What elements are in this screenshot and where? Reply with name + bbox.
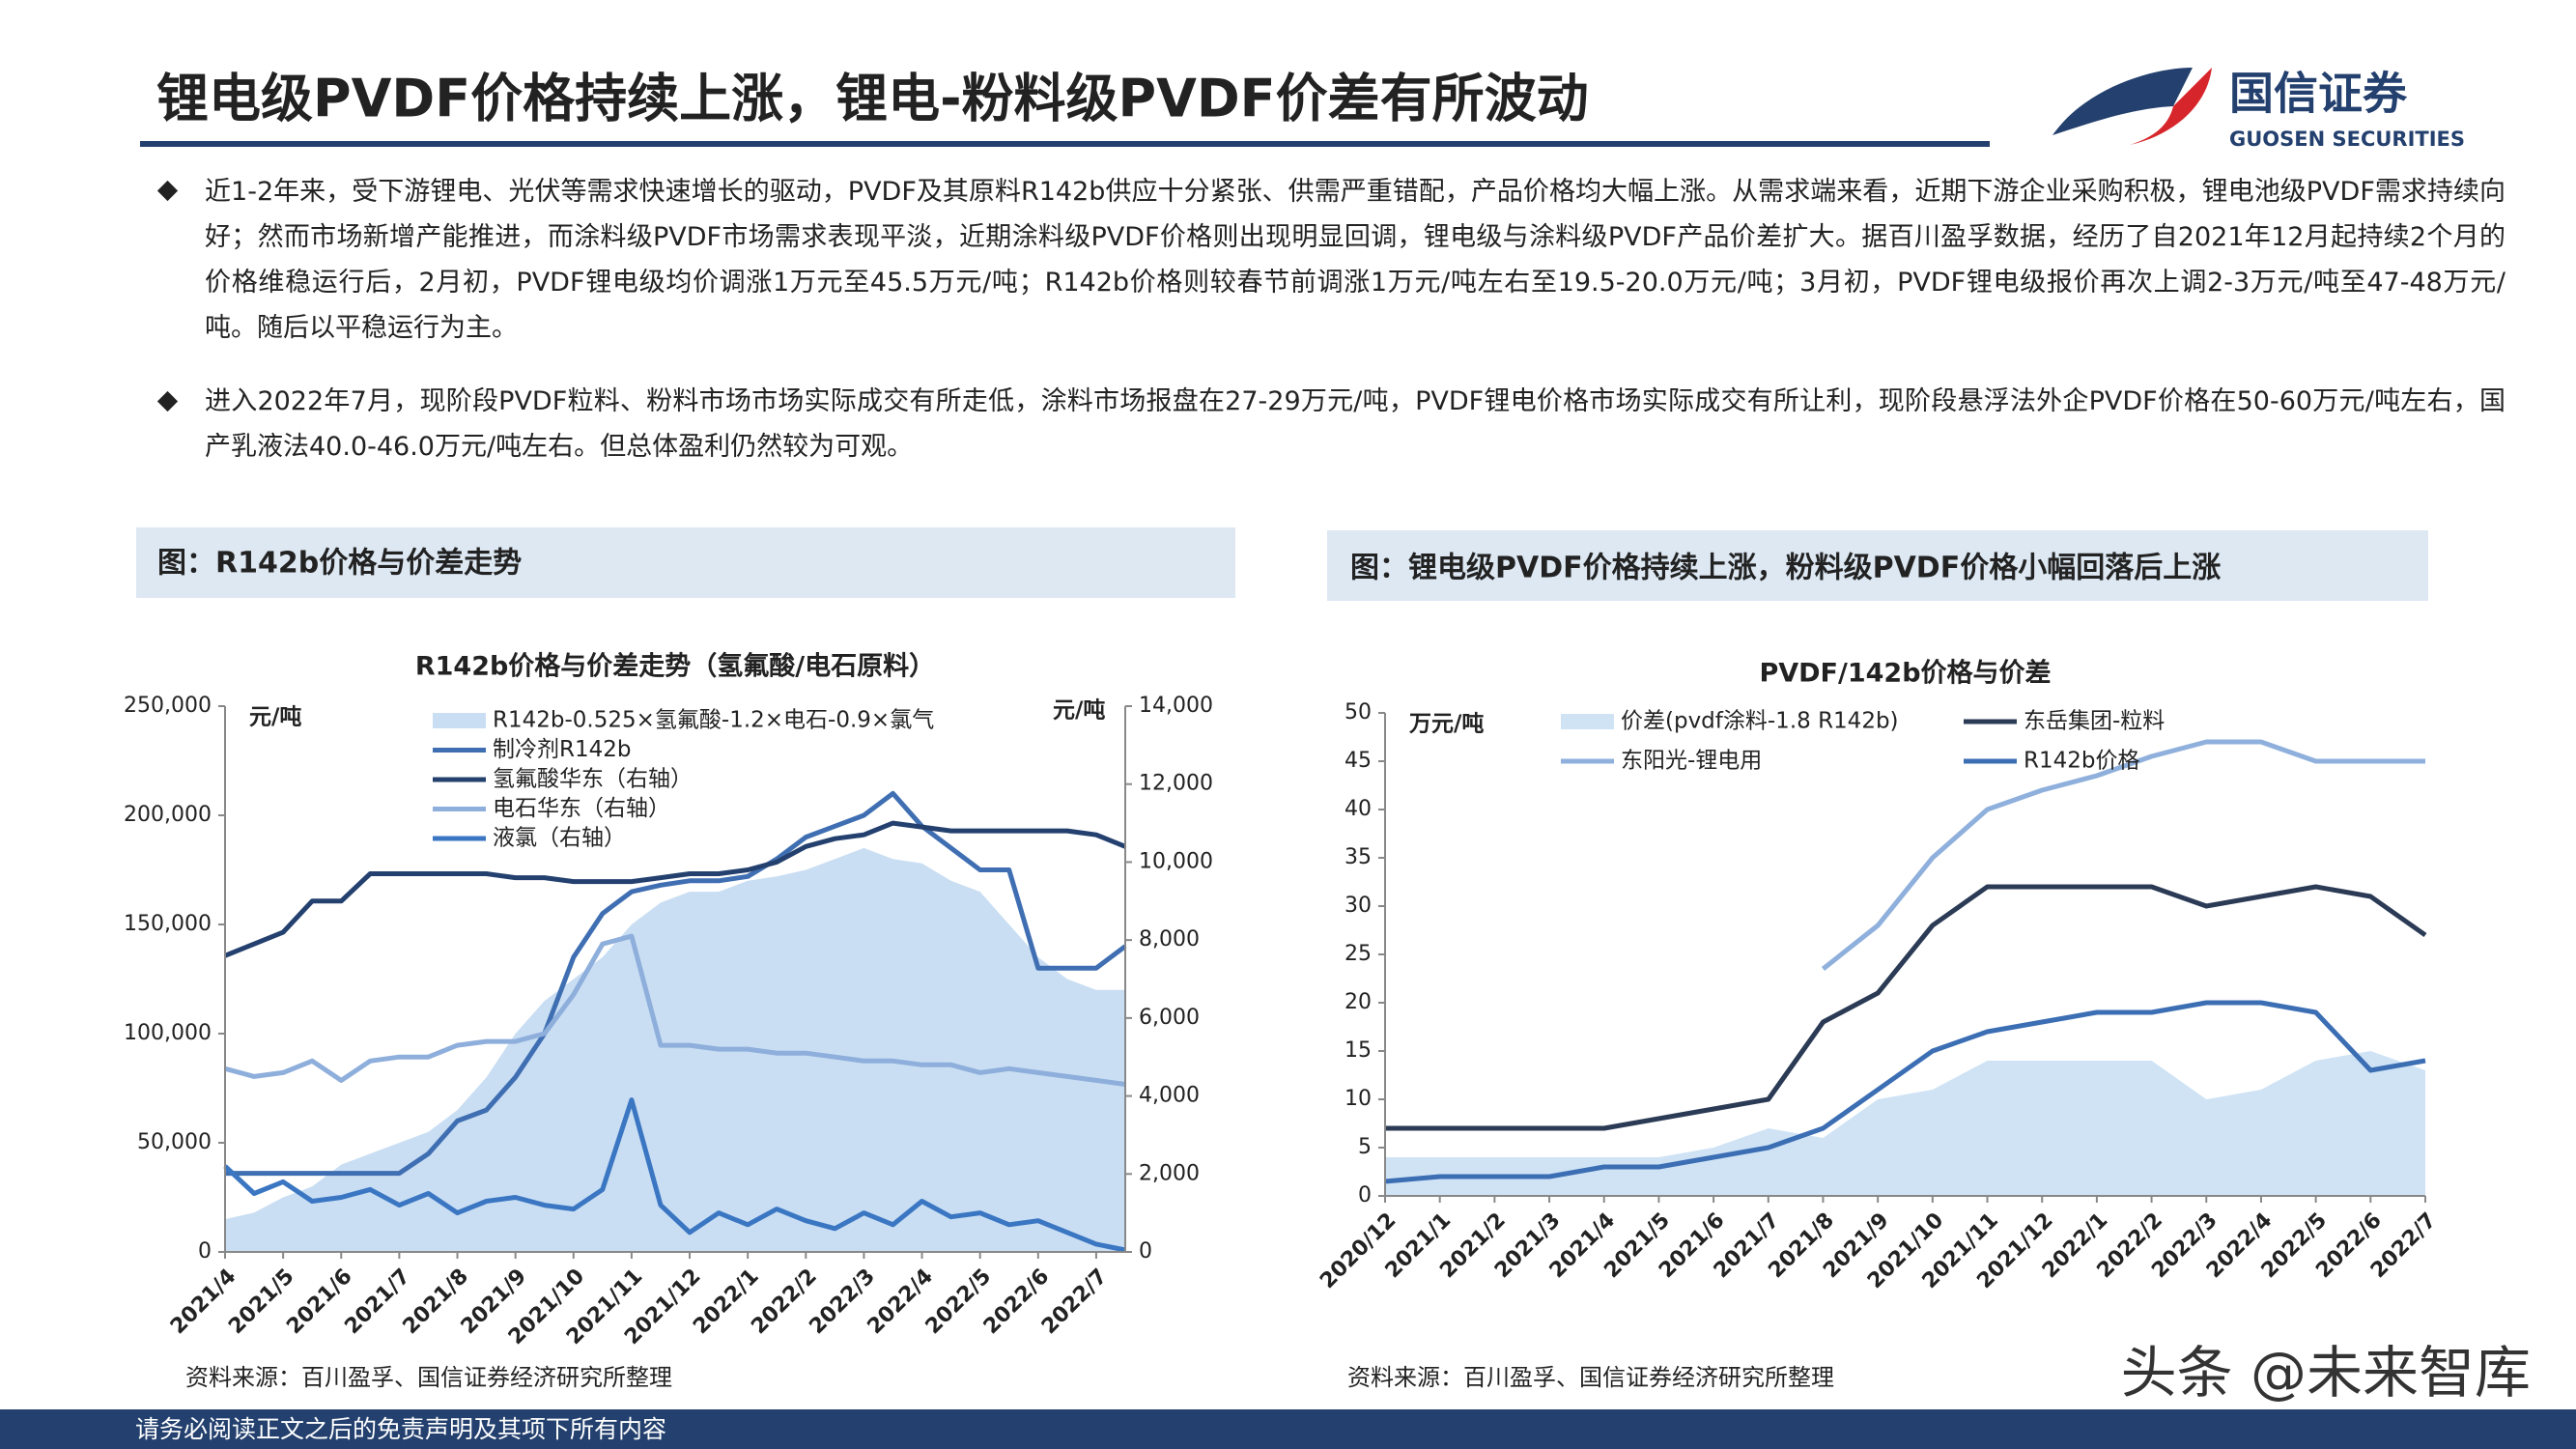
y-tick-label: 20 bbox=[1345, 990, 1372, 1014]
footer-bar bbox=[0, 1409, 2576, 1449]
watermark: 头条 @未来智库 bbox=[2121, 1340, 2531, 1406]
y-tick-label: 250,000 bbox=[124, 694, 212, 718]
y2-tick-label: 6,000 bbox=[1139, 1006, 1200, 1030]
y2-tick-label: 4,000 bbox=[1139, 1084, 1200, 1108]
y2-axis-label: 元/吨 bbox=[1053, 698, 1105, 724]
line bbox=[1384, 1000, 2426, 1184]
y2-tick-label: 14,000 bbox=[1139, 694, 1213, 718]
y-tick-label: 50,000 bbox=[137, 1130, 212, 1154]
legend-label: 东岳集团-粒料 bbox=[2024, 709, 2165, 734]
y2-tick-label: 0 bbox=[1139, 1239, 1152, 1264]
y2-tick-label: 2,000 bbox=[1139, 1161, 1200, 1185]
page-title: 锂电级PVDF价格持续上涨，锂电-粉料级PVDF价差有所波动 bbox=[156, 69, 1589, 129]
y-tick-label: 5 bbox=[1358, 1135, 1372, 1159]
logo-en: GUOSEN SECURITIES bbox=[2229, 128, 2465, 151]
area bbox=[1385, 1051, 2425, 1196]
y-tick-label: 45 bbox=[1345, 749, 1372, 773]
title-underline bbox=[140, 141, 1990, 147]
figure-source: 资料来源：百川盈孚、国信证券经济研究所整理 bbox=[185, 1364, 672, 1391]
figure-source: 资料来源：百川盈孚、国信证券经济研究所整理 bbox=[1347, 1364, 1834, 1391]
legend-label: 电石华东（右轴） bbox=[493, 796, 670, 821]
caption-box bbox=[136, 527, 1235, 598]
legend-swatch bbox=[1561, 714, 1614, 729]
line bbox=[223, 1097, 1126, 1253]
y-tick-label: 150,000 bbox=[124, 912, 212, 936]
y-tick-label: 0 bbox=[198, 1239, 212, 1264]
legend-label: 制冷剂R142b bbox=[493, 737, 631, 762]
line bbox=[225, 790, 1127, 1177]
chart-title: R142b价格与价差走势（氢氟酸/电石原料） bbox=[415, 651, 935, 682]
y-tick-label: 40 bbox=[1345, 797, 1372, 821]
y-axis-label: 元/吨 bbox=[249, 705, 301, 730]
legend-label: R142b-0.525×氢氟酸-1.2×电石-0.9×氯气 bbox=[493, 708, 934, 733]
y2-tick-label: 10,000 bbox=[1139, 849, 1213, 873]
figure-caption: 图：R142b价格与价差走势 bbox=[157, 547, 522, 581]
legend-label: 氢氟酸华东（右轴） bbox=[493, 767, 693, 792]
line bbox=[224, 933, 1126, 1087]
y-tick-label: 0 bbox=[1358, 1183, 1372, 1208]
y-tick-label: 200,000 bbox=[124, 803, 212, 827]
y-tick-label: 25 bbox=[1345, 942, 1372, 966]
y-tick-label: 50 bbox=[1345, 700, 1372, 724]
bullet-text: 近1-2年来，受下游锂电、光伏等需求快速增长的驱动，PVDF及其原料R142b供… bbox=[205, 177, 2505, 343]
bullet-text: 进入2022年7月，现阶段PVDF粒料、粉料市场市场实际成交有所走低，涂料市场报… bbox=[205, 386, 2505, 462]
figure-caption: 图：锂电级PVDF价格持续上涨，粉料级PVDF价格小幅回落后上涨 bbox=[1350, 552, 2221, 585]
y-tick-label: 10 bbox=[1345, 1087, 1372, 1111]
footer-text: 请务必阅读正文之后的免责声明及其项下所有内容 bbox=[135, 1415, 666, 1443]
chart-title: PVDF/142b价格与价差 bbox=[1759, 658, 2051, 689]
caption-box bbox=[1327, 530, 2428, 601]
legend-label: 东阳光-锂电用 bbox=[1621, 749, 1762, 774]
legend-label: 价差(pvdf涂料-1.8 R142b) bbox=[1621, 709, 1899, 734]
y-tick-label: 35 bbox=[1345, 845, 1372, 869]
y-tick-label: 30 bbox=[1345, 894, 1372, 918]
legend-label: R142b价格 bbox=[2024, 749, 2139, 774]
line bbox=[224, 820, 1126, 958]
legend-swatch bbox=[433, 713, 486, 728]
area bbox=[225, 847, 1125, 1252]
y2-tick-label: 8,000 bbox=[1139, 927, 1200, 952]
logo-text: 国信证券 bbox=[2229, 68, 2408, 120]
y-axis-label: 万元/吨 bbox=[1409, 712, 1484, 737]
logo-shape bbox=[2052, 68, 2193, 135]
legend-label: 液氯（右轴） bbox=[493, 826, 626, 851]
x-tick-label: 2020/12 bbox=[1316, 1208, 1401, 1293]
y-tick-label: 100,000 bbox=[124, 1021, 212, 1045]
line bbox=[1821, 739, 2425, 971]
y2-tick-label: 12,000 bbox=[1139, 772, 1213, 796]
y-tick-label: 15 bbox=[1345, 1038, 1372, 1063]
line bbox=[1385, 884, 2427, 1131]
x-tick-label: 2022/7 bbox=[1037, 1264, 1112, 1339]
